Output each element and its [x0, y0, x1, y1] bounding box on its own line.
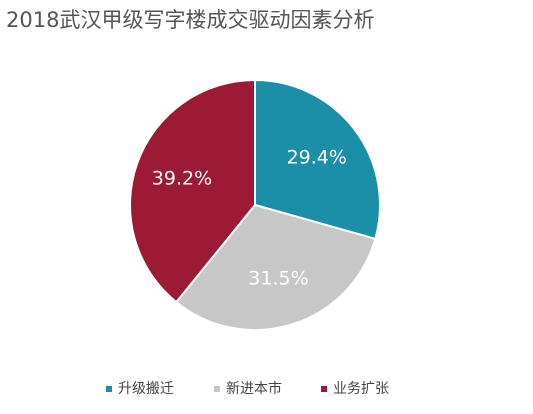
- legend-label: 业务扩张: [333, 381, 389, 397]
- chart-title: 2018武汉甲级写字楼成交驱动因素分析: [6, 8, 374, 32]
- legend-label: 升级搬迁: [118, 381, 174, 397]
- pie-slice: [129, 78, 256, 304]
- data-label: 31.5%: [248, 267, 308, 289]
- data-label: 39.2%: [152, 168, 212, 190]
- legend-marker: [106, 386, 112, 392]
- legend-label: 新进本市: [226, 380, 282, 397]
- legend-marker: [321, 386, 327, 392]
- pie-slice: [174, 203, 377, 331]
- pie-slice: [254, 78, 381, 241]
- data-label: 29.4%: [287, 147, 347, 169]
- legend-marker: [214, 386, 220, 392]
